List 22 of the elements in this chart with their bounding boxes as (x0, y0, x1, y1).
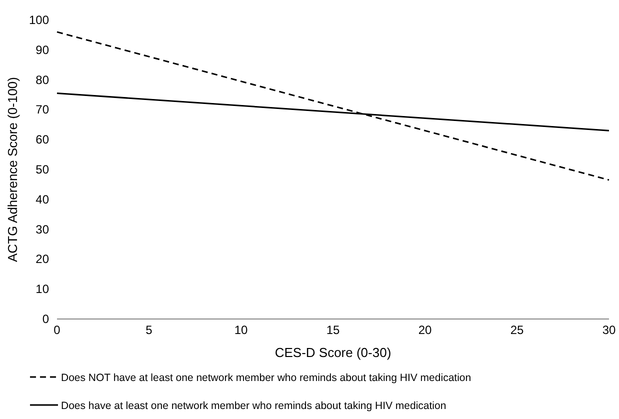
x-axis-title: CES-D Score (0-30) (274, 345, 392, 360)
x-tick-label: 0 (54, 323, 61, 337)
y-tick-label: 30 (36, 222, 50, 236)
x-tick-label: 30 (602, 323, 616, 337)
y-axis-title: ACTG Adherence Score (0-100) (5, 77, 20, 262)
y-tick-label: 0 (42, 312, 50, 326)
y-tick-label: 60 (36, 132, 50, 147)
y-tick-label: 90 (36, 42, 50, 57)
y-tick-label: 40 (36, 192, 50, 206)
x-tick-label: 20 (418, 323, 432, 337)
legend-label: Does have at least one network member who reminds about taking HIV medication (61, 400, 446, 412)
y-tick-label: 100 (28, 13, 50, 27)
x-tick-label: 10 (234, 323, 248, 337)
y-tick-label: 10 (36, 282, 50, 296)
x-tick-label: 5 (146, 323, 153, 337)
y-tick-label: 70 (36, 102, 50, 117)
x-tick-label: 25 (510, 323, 524, 337)
x-tick-label: 15 (326, 323, 340, 337)
y-tick-label: 80 (36, 72, 50, 87)
y-tick-label: 50 (36, 162, 50, 176)
y-tick-label: 20 (36, 252, 50, 266)
legend-label: Does NOT have at least one network member who reminds about taking HIV medication (61, 372, 472, 384)
